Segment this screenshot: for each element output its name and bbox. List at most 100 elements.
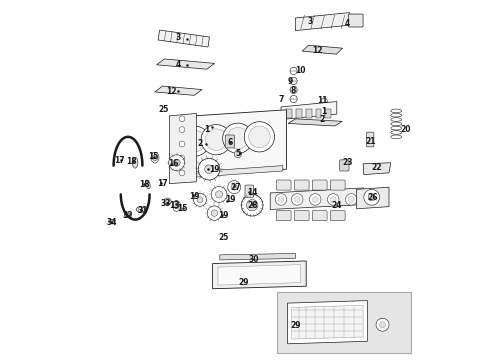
Text: 21: 21 <box>366 136 376 145</box>
Text: 26: 26 <box>368 194 378 202</box>
Circle shape <box>227 127 248 149</box>
Circle shape <box>152 155 158 161</box>
Text: 4: 4 <box>345 19 350 28</box>
Text: 15: 15 <box>177 204 187 213</box>
Text: 12: 12 <box>166 87 176 96</box>
Bar <box>325 109 331 118</box>
Text: 3: 3 <box>176 33 181 42</box>
FancyBboxPatch shape <box>312 180 327 190</box>
Ellipse shape <box>124 213 131 217</box>
Circle shape <box>173 159 180 166</box>
Bar <box>212 121 218 130</box>
Text: 31: 31 <box>137 206 147 215</box>
Circle shape <box>211 210 218 216</box>
Circle shape <box>345 194 357 205</box>
Text: 30: 30 <box>249 255 259 264</box>
Bar <box>193 121 198 130</box>
Circle shape <box>164 198 171 205</box>
Circle shape <box>110 220 114 223</box>
Circle shape <box>205 129 227 150</box>
Circle shape <box>174 203 179 209</box>
FancyBboxPatch shape <box>277 292 411 353</box>
Polygon shape <box>158 30 209 47</box>
Text: 19: 19 <box>189 192 200 201</box>
FancyBboxPatch shape <box>276 211 291 221</box>
Text: 23: 23 <box>343 158 353 167</box>
Ellipse shape <box>136 207 145 212</box>
Polygon shape <box>213 261 306 289</box>
FancyBboxPatch shape <box>245 185 254 197</box>
Text: 11: 11 <box>317 96 328 105</box>
Text: 7: 7 <box>278 94 284 104</box>
Polygon shape <box>288 119 343 126</box>
Text: 22: 22 <box>371 163 382 172</box>
Circle shape <box>179 141 185 147</box>
Text: 10: 10 <box>295 66 306 75</box>
FancyBboxPatch shape <box>294 211 309 221</box>
Circle shape <box>290 95 297 103</box>
Circle shape <box>179 127 185 132</box>
Circle shape <box>179 156 185 161</box>
Circle shape <box>184 130 205 152</box>
Text: 29: 29 <box>238 278 248 287</box>
Circle shape <box>330 197 336 202</box>
Circle shape <box>207 206 221 220</box>
Text: 16: 16 <box>168 159 178 168</box>
Bar <box>232 121 238 130</box>
Text: 20: 20 <box>400 125 411 134</box>
Polygon shape <box>281 102 337 120</box>
Bar <box>222 121 228 130</box>
Circle shape <box>348 197 354 202</box>
Text: 14: 14 <box>247 188 257 197</box>
Circle shape <box>246 199 258 211</box>
Circle shape <box>242 194 263 216</box>
Ellipse shape <box>109 219 115 224</box>
Polygon shape <box>292 305 363 339</box>
FancyBboxPatch shape <box>330 211 345 221</box>
Text: 8: 8 <box>291 86 296 95</box>
Circle shape <box>292 194 303 205</box>
Polygon shape <box>185 141 239 147</box>
Circle shape <box>197 197 203 203</box>
Circle shape <box>321 98 327 105</box>
Circle shape <box>216 191 222 198</box>
Bar <box>286 109 292 118</box>
Text: 25: 25 <box>159 105 169 114</box>
Text: 34: 34 <box>106 217 117 227</box>
FancyBboxPatch shape <box>348 14 363 27</box>
Circle shape <box>198 158 220 180</box>
Bar <box>316 109 321 118</box>
Text: 18: 18 <box>126 157 137 166</box>
Circle shape <box>248 126 270 148</box>
Polygon shape <box>180 166 283 178</box>
Text: 9: 9 <box>287 77 293 86</box>
FancyBboxPatch shape <box>330 180 345 190</box>
Text: 12: 12 <box>312 46 322 55</box>
FancyBboxPatch shape <box>294 180 309 190</box>
Text: 33: 33 <box>161 199 171 208</box>
Text: 27: 27 <box>231 183 241 192</box>
Text: 4: 4 <box>176 60 181 69</box>
Polygon shape <box>220 253 295 260</box>
Ellipse shape <box>173 201 178 208</box>
Text: 28: 28 <box>247 201 258 210</box>
Text: 32: 32 <box>123 211 133 220</box>
Text: 2: 2 <box>197 139 203 148</box>
Polygon shape <box>187 113 243 131</box>
Polygon shape <box>357 187 389 209</box>
Circle shape <box>278 197 284 202</box>
Text: 17: 17 <box>157 179 168 188</box>
Text: 19: 19 <box>225 195 236 204</box>
Text: 25: 25 <box>218 233 229 242</box>
Circle shape <box>194 193 206 206</box>
Circle shape <box>290 77 297 85</box>
Polygon shape <box>170 113 196 184</box>
Circle shape <box>364 189 380 205</box>
Circle shape <box>376 318 389 331</box>
Ellipse shape <box>151 152 159 163</box>
Circle shape <box>290 67 297 75</box>
Circle shape <box>138 207 143 212</box>
Polygon shape <box>302 45 343 54</box>
FancyBboxPatch shape <box>340 160 349 171</box>
Bar <box>202 121 208 130</box>
